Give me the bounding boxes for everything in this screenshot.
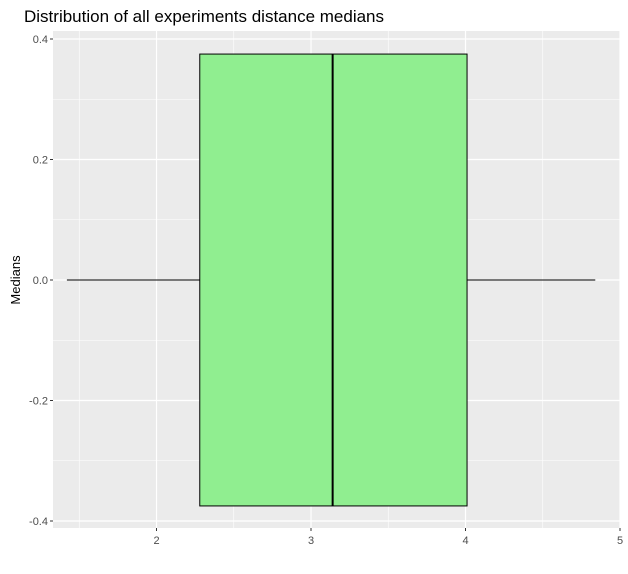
- x-tick-label: 2: [153, 535, 159, 547]
- y-tick-label: 0.4: [33, 34, 48, 46]
- y-tick-label: 0.2: [33, 155, 48, 167]
- y-axis-label: Medians: [8, 255, 23, 305]
- x-axis: 2 3 4 5: [153, 528, 623, 547]
- y-axis: -0.4 -0.2 0.0 0.2 0.4: [29, 34, 53, 528]
- y-tick-label: -0.2: [29, 396, 48, 408]
- y-tick-label: -0.4: [29, 516, 48, 528]
- chart-title: Distribution of all experiments distance…: [24, 7, 384, 26]
- box-group: [66, 53, 596, 507]
- x-tick-label: 5: [617, 535, 623, 547]
- x-tick-label: 4: [462, 535, 468, 547]
- x-tick-label: 3: [308, 535, 314, 547]
- y-tick-label: 0.0: [33, 275, 48, 287]
